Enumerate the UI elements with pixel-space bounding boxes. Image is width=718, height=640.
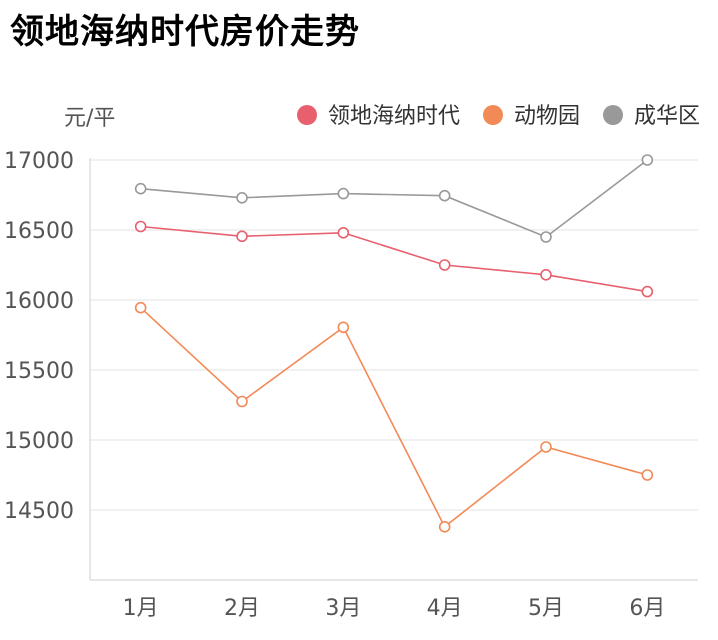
series-line	[140, 225, 648, 293]
data-point	[540, 231, 552, 243]
y-tick-label: 16000	[4, 289, 74, 314]
data-point	[337, 227, 350, 239]
legend-label: 领地海纳时代	[328, 104, 460, 129]
series-line	[140, 307, 648, 529]
data-point	[641, 469, 654, 481]
legend-marker	[297, 105, 317, 125]
y-tick-label: 14500	[4, 499, 74, 524]
data-point	[641, 285, 654, 298]
y-tick-label: 15500	[4, 359, 74, 384]
legend-marker	[483, 105, 503, 125]
x-tick-label: 6月	[629, 596, 665, 621]
legend-label: 动物园	[514, 104, 580, 129]
y-tick-label: 17000	[4, 149, 74, 174]
x-tick-label: 2月	[224, 596, 260, 621]
data-point	[337, 321, 350, 334]
legend-label: 成华区	[634, 104, 700, 129]
data-point	[337, 187, 350, 200]
data-point	[540, 441, 552, 453]
y-tick-label: 16500	[4, 219, 74, 244]
data-point	[540, 268, 552, 281]
data-point	[641, 154, 654, 166]
data-point	[438, 520, 451, 533]
x-tick-label: 4月	[427, 596, 463, 621]
data-point	[134, 220, 147, 233]
y-tick-label: 15000	[4, 429, 74, 454]
legend-marker	[603, 105, 623, 125]
data-point	[438, 259, 451, 271]
x-tick-label: 1月	[123, 596, 159, 621]
data-point	[236, 192, 248, 204]
data-point	[134, 182, 147, 195]
y-axis-unit: 元/平	[64, 106, 115, 131]
data-point	[236, 230, 248, 243]
x-tick-label: 3月	[325, 596, 361, 621]
data-point	[134, 301, 147, 314]
series-line	[140, 159, 648, 238]
data-point	[438, 189, 451, 202]
data-point	[236, 395, 248, 408]
chart-title: 领地海纳时代房价走势	[10, 12, 360, 52]
x-tick-label: 5月	[528, 596, 564, 621]
